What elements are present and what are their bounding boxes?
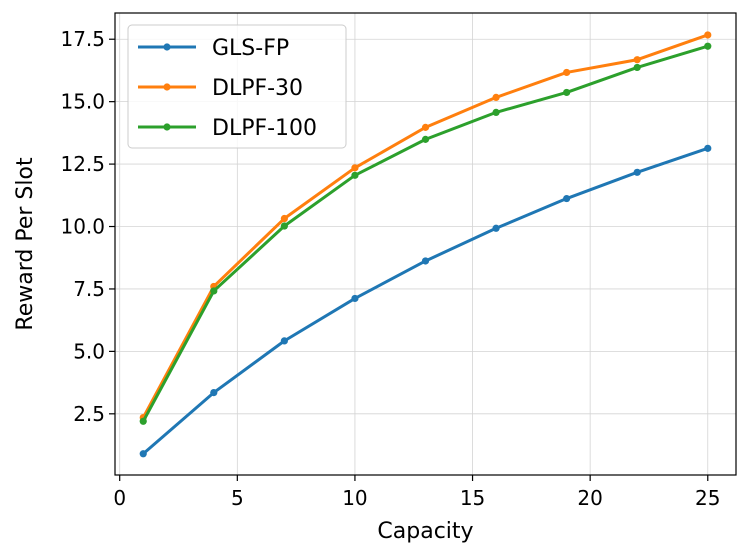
x-tick-label: 25: [695, 486, 720, 510]
y-tick-label: 10.0: [60, 215, 105, 239]
y-tick-label: 17.5: [60, 27, 105, 51]
data-point-gls-fp: [633, 168, 641, 176]
data-point-gls-fp: [421, 257, 430, 265]
y-tick-label: 2.5: [73, 402, 105, 426]
data-point-gls-fp: [704, 144, 712, 152]
legend-label-dlpf-30: DLPF-30: [212, 76, 303, 101]
legend-label-gls-fp: GLS-FP: [212, 36, 289, 61]
data-point-dlpf-30: [492, 93, 500, 102]
data-point-dlpf-100: [563, 88, 571, 97]
data-point-dlpf-30: [563, 68, 571, 77]
data-point-gls-fp: [563, 194, 571, 203]
data-point-gls-fp: [492, 224, 500, 232]
data-point-dlpf-100: [139, 417, 147, 425]
data-point-dlpf-30: [633, 56, 641, 64]
data-point-dlpf-30: [704, 31, 712, 39]
y-tick-label: 15.0: [60, 90, 105, 114]
legend-marker-gls-fp: [163, 43, 171, 51]
data-point-gls-fp: [351, 294, 359, 303]
y-tick-label: 12.5: [60, 152, 105, 176]
data-point-dlpf-100: [421, 135, 430, 143]
data-point-dlpf-100: [704, 42, 712, 50]
data-point-gls-fp: [280, 337, 288, 345]
legend: GLS-FP DLPF-30 DLPF-100: [127, 24, 347, 149]
legend-marker-dlpf-100: [163, 123, 171, 131]
data-point-dlpf-100: [633, 63, 641, 72]
data-point-dlpf-30: [280, 214, 288, 223]
data-point-dlpf-100: [280, 222, 288, 230]
series-layer: [139, 31, 712, 458]
x-axis-label: Capacity: [377, 519, 473, 544]
series-line-gls-fp: [141, 146, 710, 456]
legend-marker-dlpf-30: [163, 83, 171, 91]
data-point-dlpf-30: [351, 164, 359, 172]
data-point-gls-fp: [139, 450, 147, 458]
x-tick-label: 10: [342, 486, 367, 510]
x-tick-label: 5: [231, 486, 244, 510]
legend-box: [127, 24, 347, 149]
data-point-dlpf-100: [210, 287, 218, 295]
x-tick-label: 0: [113, 486, 126, 510]
x-tick-label: 20: [577, 486, 602, 510]
data-point-dlpf-100: [492, 108, 500, 116]
data-point-gls-fp: [210, 388, 218, 397]
y-axis-label: Reward Per Slot: [13, 157, 38, 331]
y-tick-label: 7.5: [73, 277, 105, 301]
data-point-dlpf-100: [351, 171, 359, 179]
legend-label-dlpf-100: DLPF-100: [212, 116, 317, 141]
y-tick-label: 5.0: [73, 339, 105, 363]
plot-frame: [114, 12, 737, 476]
x-tick-label: 15: [460, 486, 485, 510]
axis-ticks: 0 5 10 15 20 25 2.5 5.0 7.5 10.0 12.5 15.0 17.5: [60, 27, 720, 510]
data-point-dlpf-30: [421, 123, 430, 131]
